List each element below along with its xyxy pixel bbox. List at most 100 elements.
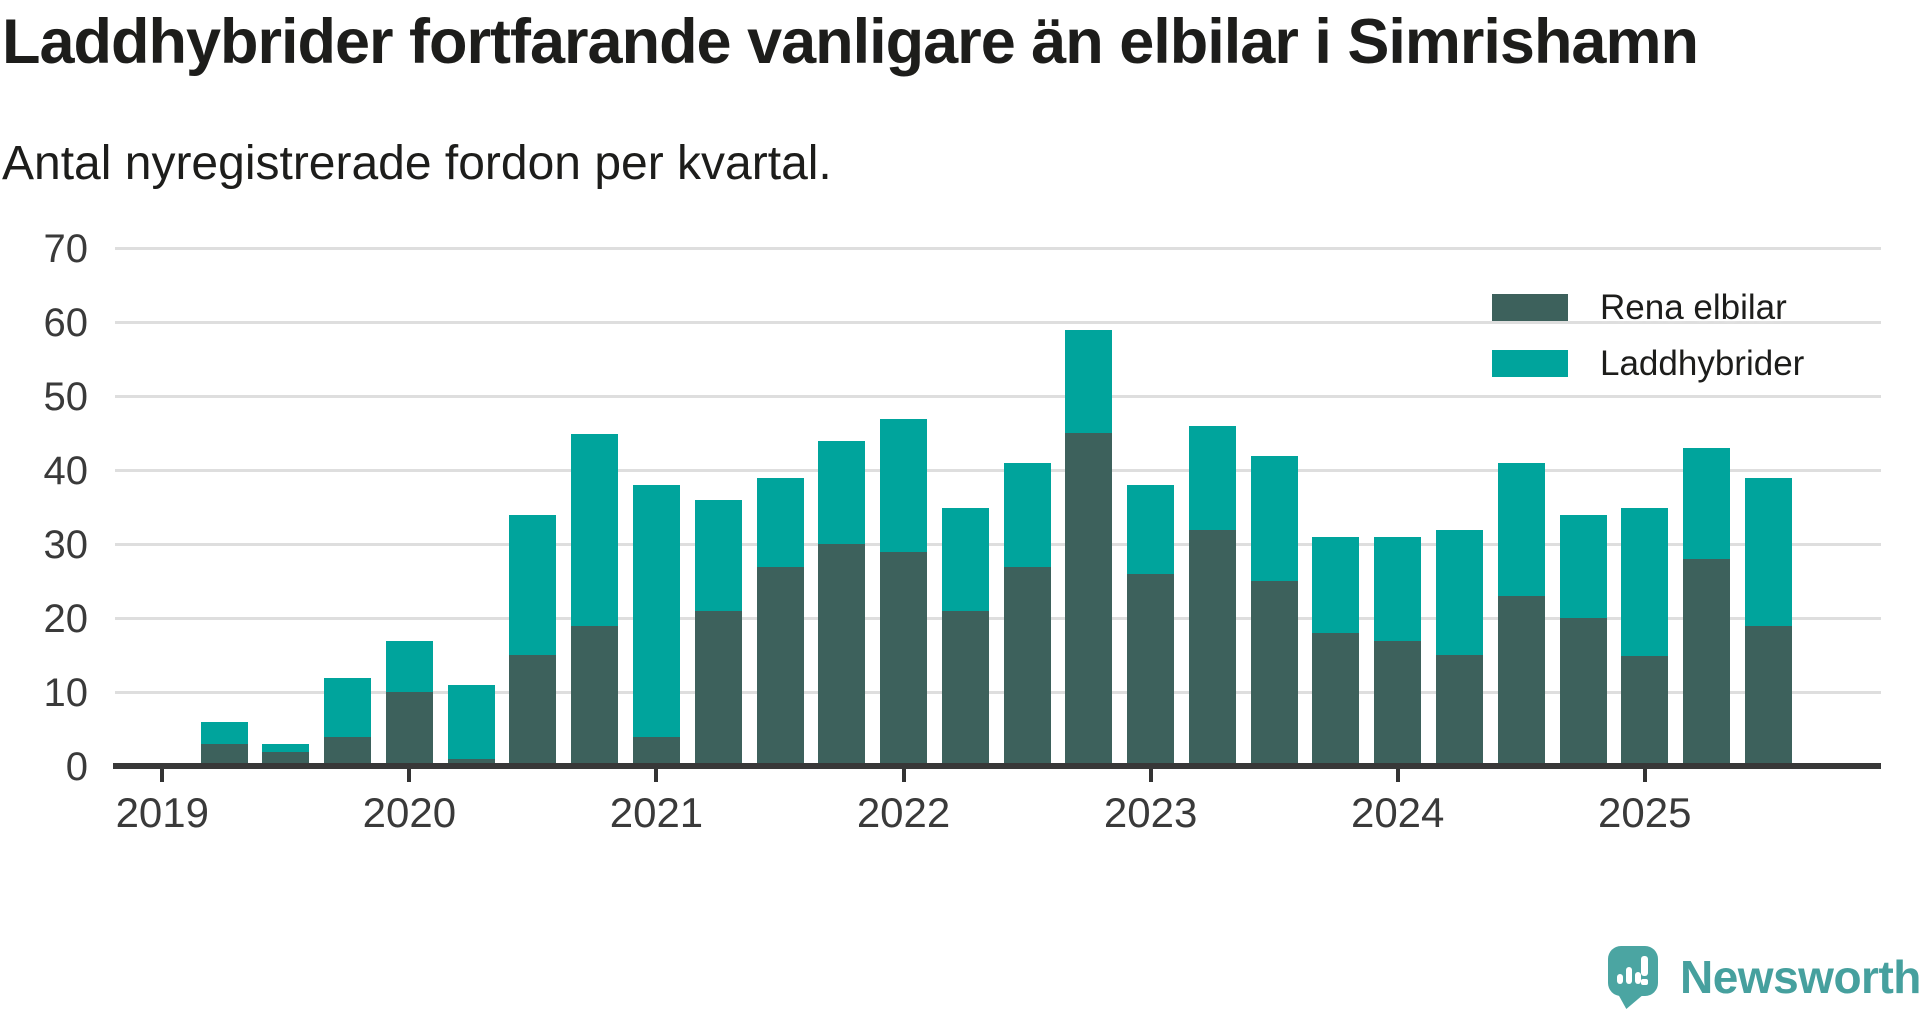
x-axis-tick <box>160 769 165 782</box>
bar-segment-laddhybrider <box>1744 477 1792 626</box>
x-axis-year-label: 2020 <box>362 789 457 836</box>
bar-segment-rena-elbilar <box>324 736 372 767</box>
bar-segment-rena-elbilar <box>1435 655 1483 767</box>
legend-swatch-laddhybrider <box>1492 350 1568 377</box>
x-axis-line <box>113 763 1881 769</box>
bar-2019-Q2 <box>200 722 248 767</box>
x-axis-year-label: 2023 <box>1103 789 1198 836</box>
bar-segment-laddhybrider <box>1683 448 1731 560</box>
logo-exclamation-dot <box>1641 979 1648 985</box>
gridline <box>115 617 1881 620</box>
bar-segment-laddhybrider <box>880 418 928 552</box>
legend: Rena elbilar Laddhybrider <box>1492 288 1804 400</box>
bar-segment-laddhybrider <box>509 514 557 656</box>
bar-segment-laddhybrider <box>1559 514 1607 619</box>
bar-segment-laddhybrider <box>1497 463 1545 597</box>
bar-segment-rena-elbilar <box>509 655 557 767</box>
bar-2022-Q3 <box>1003 463 1051 767</box>
bar-2021-Q2 <box>694 500 742 767</box>
bar-2025-Q2 <box>1683 448 1731 767</box>
bar-segment-laddhybrider <box>262 744 310 752</box>
gridline <box>115 395 1881 398</box>
bar-segment-rena-elbilar <box>1559 618 1607 767</box>
bar-segment-rena-elbilar <box>1497 596 1545 767</box>
gridline <box>115 321 1881 324</box>
bar-segment-rena-elbilar <box>632 736 680 767</box>
bar-2019-Q3 <box>262 744 310 767</box>
legend-label: Laddhybrider <box>1600 344 1805 383</box>
gridline <box>115 247 1881 250</box>
bar-segment-rena-elbilar <box>262 751 310 767</box>
bar-2024-Q1 <box>1374 537 1422 767</box>
bar-segment-laddhybrider <box>1188 426 1236 530</box>
bar-2024-Q3 <box>1497 463 1545 767</box>
bar-segment-rena-elbilar <box>1250 581 1298 767</box>
bar-segment-laddhybrider <box>756 477 804 567</box>
bar-segment-laddhybrider <box>632 485 680 737</box>
bar-segment-laddhybrider <box>447 685 495 760</box>
bar-2021-Q1 <box>632 485 680 767</box>
legend-swatch-rena-elbilar <box>1492 294 1568 321</box>
bar-2020-Q4 <box>571 433 619 767</box>
logo-chart-bar <box>1635 972 1641 984</box>
bar-segment-rena-elbilar <box>1683 559 1731 767</box>
bar-2020-Q1 <box>385 640 433 767</box>
bar-2025-Q1 <box>1621 507 1669 767</box>
chart-title: Laddhybrider fortfarande vanligare än el… <box>2 7 1699 77</box>
newsworthy-bubble-icon <box>1608 946 1658 1009</box>
bar-2024-Q4 <box>1559 514 1607 767</box>
bar-2021-Q4 <box>818 440 866 767</box>
bar-segment-laddhybrider <box>941 507 989 612</box>
bar-2023-Q3 <box>1250 455 1298 767</box>
bar-segment-laddhybrider <box>324 677 372 737</box>
bar-segment-rena-elbilar <box>385 692 433 767</box>
logo-exclamation-icon <box>1641 956 1648 976</box>
y-axis-tick-label: 30 <box>43 522 89 567</box>
legend-item-laddhybrider: Laddhybrider <box>1492 344 1804 400</box>
x-axis-tick <box>901 769 906 782</box>
bar-segment-rena-elbilar <box>1003 566 1051 767</box>
bar-segment-rena-elbilar <box>1312 633 1360 767</box>
newsworthy-logo-text: Newsworthy <box>1680 951 1920 1003</box>
bar-2023-Q1 <box>1127 485 1175 767</box>
bar-segment-rena-elbilar <box>1188 529 1236 767</box>
bar-2021-Q3 <box>756 477 804 767</box>
bar-segment-rena-elbilar <box>1127 574 1175 767</box>
bar-2022-Q2 <box>941 507 989 767</box>
bar-2020-Q2 <box>447 685 495 767</box>
x-axis-year-label: 2021 <box>609 789 704 836</box>
bar-2023-Q4 <box>1312 537 1360 767</box>
y-axis-tick-label: 70 <box>43 226 89 271</box>
bar-segment-laddhybrider <box>1312 537 1360 634</box>
bar-segment-laddhybrider <box>1127 485 1175 575</box>
bar-segment-laddhybrider <box>200 722 248 745</box>
legend-item-rena-elbilar: Rena elbilar <box>1492 288 1804 344</box>
gridline <box>115 543 1881 546</box>
bar-segment-laddhybrider <box>818 440 866 545</box>
bar-segment-rena-elbilar <box>756 566 804 767</box>
bubble-tail <box>1618 994 1644 1009</box>
bar-segment-laddhybrider <box>694 500 742 612</box>
y-axis-tick-label: 20 <box>43 596 89 641</box>
x-axis-year-label: 2019 <box>115 789 210 836</box>
logo-chart-bar <box>1626 967 1632 984</box>
bar-segment-laddhybrider <box>1065 329 1113 434</box>
bar-segment-rena-elbilar <box>818 544 866 767</box>
x-axis-tick <box>654 769 659 782</box>
x-axis-tick <box>1642 769 1647 782</box>
bar-2022-Q1 <box>880 418 928 767</box>
bar-segment-rena-elbilar <box>1065 433 1113 767</box>
logo-chart-bar <box>1617 974 1623 984</box>
bar-segment-laddhybrider <box>1003 463 1051 567</box>
bar-segment-laddhybrider <box>1250 455 1298 582</box>
chart-subtitle: Antal nyregistrerade fordon per kvartal. <box>2 137 832 190</box>
newsworthy-logo: Newsworthy <box>1608 946 1920 1009</box>
bar-segment-rena-elbilar <box>1621 655 1669 767</box>
bar-2025-Q3 <box>1744 477 1792 767</box>
y-axis-tick-label: 0 <box>65 744 88 789</box>
bar-segment-rena-elbilar <box>1374 640 1422 767</box>
bar-segment-laddhybrider <box>1374 537 1422 641</box>
bar-2024-Q2 <box>1435 529 1483 767</box>
bar-segment-rena-elbilar <box>1744 625 1792 767</box>
